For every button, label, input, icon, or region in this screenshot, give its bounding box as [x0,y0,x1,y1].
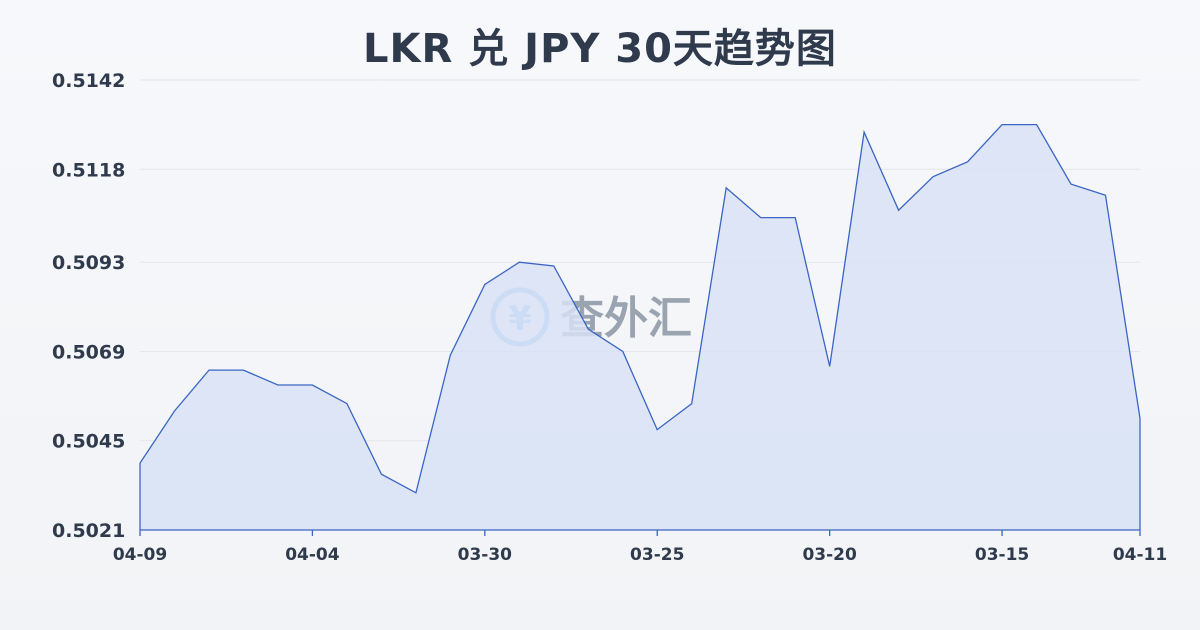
series-layer [139,123,1141,530]
x-tick-label: 03-30 [458,545,513,565]
y-tick-label: 0.5142 [52,70,125,92]
series-area [140,124,1140,530]
x-tick-label: 03-20 [802,545,857,565]
series-line [139,123,1141,494]
x-tick-label: 04-11 [1113,545,1167,565]
x-tick-label: 04-09 [113,545,167,565]
y-tick-label: 0.5045 [52,431,125,453]
y-tick-label: 0.5069 [52,341,125,363]
chart-title: LKR 兑 JPY 30天趋势图 [363,26,837,72]
y-tick-label: 0.5118 [52,159,125,181]
y-tick-label: 0.5093 [52,252,125,274]
y-axis: 0.5142 0.5118 0.5093 0.5069 0.5045 0.5021 [52,70,125,542]
x-tick-label: 03-25 [630,545,684,565]
x-axis: 04-09 04-04 03-30 03-25 03-20 03-15 04-11 [113,529,1167,565]
y-tick-label: 0.5021 [52,520,125,542]
x-tick-label: 03-15 [975,545,1029,565]
x-tick-label: 04-04 [285,545,340,565]
